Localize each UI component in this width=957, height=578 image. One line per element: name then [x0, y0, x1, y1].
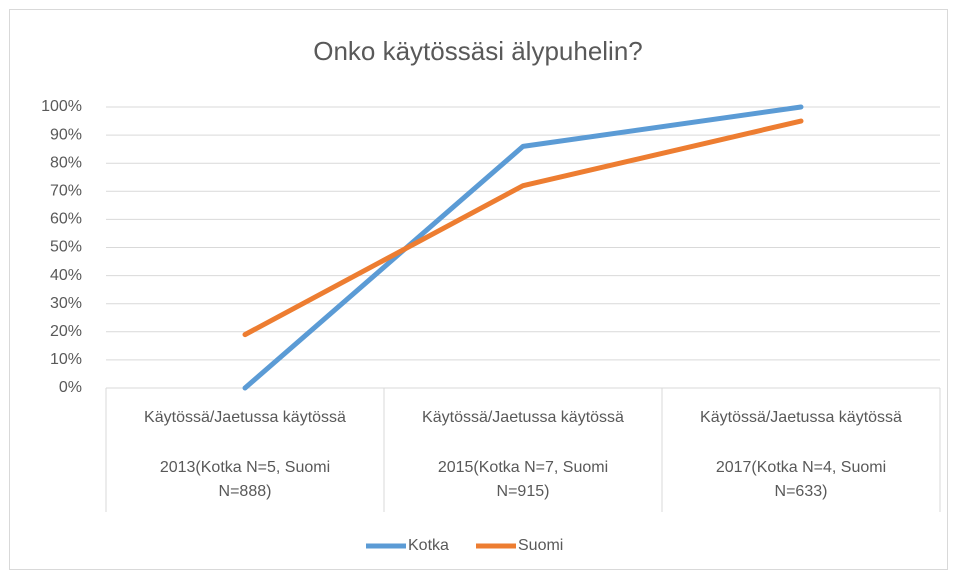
line-series — [242, 104, 804, 391]
legend-label: Suomi — [518, 537, 563, 554]
x-tick-label: 2015(Kotka N=7, Suomi N=915) — [437, 459, 609, 500]
x-tick-label: Käytössä/Jaetussa käytössä — [422, 409, 624, 426]
y-tick-label: 40% — [50, 267, 82, 284]
y-tick-label: 90% — [50, 126, 82, 143]
x-tick-label: Käytössä/Jaetussa käytössä — [700, 409, 902, 426]
chart-title: Onko käytössäsi älypuhelin? — [313, 36, 643, 66]
legend-label: Kotka — [408, 537, 449, 554]
x-tick-label: 2017(Kotka N=4, Suomi N=633) — [715, 459, 887, 500]
y-tick-label: 100% — [41, 98, 82, 115]
x-tick-label: 2013(Kotka N=5, Suomi N=888) — [159, 459, 331, 500]
y-tick-label: 20% — [50, 323, 82, 340]
y-tick-label: 70% — [50, 183, 82, 200]
y-tick-label: 80% — [50, 154, 82, 171]
y-tick-label: 0% — [59, 379, 82, 396]
y-tick-label: 60% — [50, 211, 82, 228]
y-tick-label: 50% — [50, 239, 82, 256]
x-tick-label: Käytössä/Jaetussa käytössä — [144, 409, 346, 426]
chart-border — [9, 9, 948, 570]
y-tick-label: 10% — [50, 351, 82, 368]
y-tick-label: 30% — [50, 295, 82, 312]
line-series — [242, 118, 804, 338]
